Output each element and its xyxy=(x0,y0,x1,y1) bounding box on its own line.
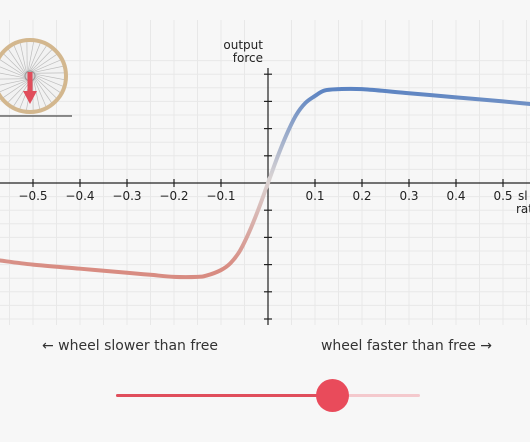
y-axis-label-line-1: output xyxy=(223,38,263,52)
x-tick-label: −0.1 xyxy=(206,189,235,203)
x-tick-label: 0.2 xyxy=(352,189,371,203)
wheel-spoke xyxy=(7,48,26,75)
x-tick-labels: −0.5 −0.4 −0.3 −0.2 −0.1 0.1 0.2 0.3 0.4 0.5 xyxy=(18,189,512,203)
x-tick-label: 0.1 xyxy=(305,189,324,203)
slider-track-fill xyxy=(116,394,332,397)
x-tick-label: 0.4 xyxy=(446,189,465,203)
wheel-spoke xyxy=(33,79,41,110)
wheel-spoke xyxy=(0,72,26,79)
wheel-spoke xyxy=(34,73,65,81)
wheel-spoke xyxy=(19,42,27,73)
wheel-spoke xyxy=(29,45,48,72)
caption-wheel-faster: wheel faster than free → xyxy=(320,338,492,354)
wheel-spoke xyxy=(31,53,58,72)
wheel-spoke xyxy=(12,80,31,107)
bicycle-wheel-icon xyxy=(0,38,72,117)
wheel-spoke xyxy=(13,44,27,74)
y-axis-label: output force xyxy=(223,38,263,65)
wheel-spoke xyxy=(0,79,28,93)
x-axis-label-line-2: rat xyxy=(516,202,530,216)
force-arrow-shaft xyxy=(27,72,33,92)
wheel-spoke xyxy=(7,80,30,104)
x-tick-label: 0.3 xyxy=(399,189,418,203)
slider-thumb[interactable] xyxy=(315,379,349,412)
force-curve xyxy=(0,86,530,280)
wheel-spoke xyxy=(32,59,62,73)
wheel-spoke xyxy=(33,65,64,73)
wheel-spoke xyxy=(34,75,61,94)
x-tick-label: −0.3 xyxy=(112,189,141,203)
x-tick-label: −0.5 xyxy=(18,189,47,203)
force-slip-chart: −0.5 −0.4 −0.3 −0.2 −0.1 0.1 0.2 0.3 0.4 0.5 outp… xyxy=(0,20,530,325)
wheel-spoke xyxy=(28,42,41,72)
slip-slider[interactable] xyxy=(116,378,420,414)
x-axis-label-line-1: sl xyxy=(518,189,528,203)
wheel-spoke xyxy=(27,41,35,72)
wheel-rim xyxy=(0,38,68,114)
wheel-spoke xyxy=(34,76,58,99)
wheel-spoke xyxy=(34,74,64,87)
x-tick-label: −0.4 xyxy=(65,189,94,203)
y-axis-label-line-2: force xyxy=(233,51,263,65)
caption-wheel-slower: ← wheel slower than free xyxy=(42,338,218,354)
axes xyxy=(0,68,530,325)
x-axis-label: sl rat xyxy=(516,189,530,216)
wheel-spoke xyxy=(0,79,27,86)
grid-lines xyxy=(0,20,530,325)
wheel-spoke xyxy=(2,80,29,99)
tick-marks xyxy=(32,73,504,320)
wheel-spoke xyxy=(2,53,26,76)
wheel-spoke xyxy=(0,59,26,77)
wheel-spoke xyxy=(34,77,53,104)
x-tick-label: −0.2 xyxy=(159,189,188,203)
wheel-spoke xyxy=(0,66,26,78)
force-arrow-head xyxy=(23,91,37,104)
wheel-spoke xyxy=(33,78,47,108)
wheel-spoke xyxy=(30,48,53,72)
x-tick-label: 0.5 xyxy=(493,189,512,203)
